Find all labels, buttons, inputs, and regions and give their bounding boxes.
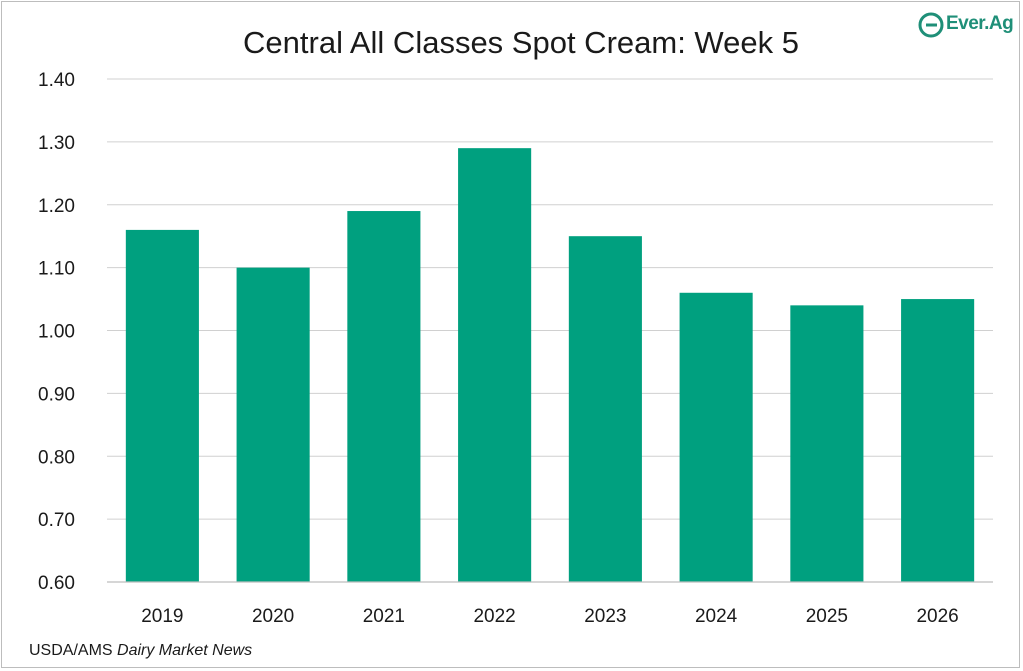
- y-tick-label: 0.80: [38, 447, 75, 468]
- y-tick-label: 1.10: [38, 259, 75, 280]
- bar-2022: [458, 148, 532, 582]
- bar-2024: [679, 292, 753, 582]
- y-tick-label: 1.40: [38, 70, 75, 91]
- bars: [125, 148, 975, 582]
- chart-title: Central All Classes Spot Cream: Week 5: [243, 25, 799, 60]
- y-tick-label: 1.20: [38, 196, 75, 217]
- y-tick-label: 1.30: [38, 133, 75, 154]
- logo-text: Ever.Ag: [946, 13, 1014, 34]
- bar-2021: [347, 211, 421, 582]
- x-axis-ticks: 2019 2020 2021 2022 2023 2024 2025 2026: [141, 606, 959, 627]
- x-tick-label: 2025: [806, 606, 848, 627]
- bar-2020: [236, 267, 310, 582]
- y-tick-label: 0.90: [38, 384, 75, 405]
- x-tick-label: 2026: [916, 606, 958, 627]
- y-tick-label: 0.60: [38, 573, 75, 594]
- x-tick-label: 2023: [584, 606, 626, 627]
- x-tick-label: 2024: [695, 606, 738, 627]
- x-tick-label: 2021: [363, 606, 405, 627]
- bar-2026: [901, 299, 975, 582]
- y-tick-label: 1.00: [38, 322, 75, 343]
- bar-2025: [790, 305, 864, 582]
- bar-2023: [568, 236, 642, 582]
- ever-ag-logo-icon: [918, 12, 944, 38]
- x-tick-label: 2022: [473, 606, 515, 627]
- x-tick-label: 2019: [141, 606, 183, 627]
- source-note: USDA/AMS Dairy Market News: [29, 642, 252, 659]
- bar-2019: [125, 229, 199, 582]
- y-axis-ticks: 0.60 0.70 0.80 0.90 1.00 1.10 1.20 1.30 1.40: [38, 70, 75, 594]
- x-tick-label: 2020: [252, 606, 294, 627]
- y-tick-label: 0.70: [38, 510, 75, 531]
